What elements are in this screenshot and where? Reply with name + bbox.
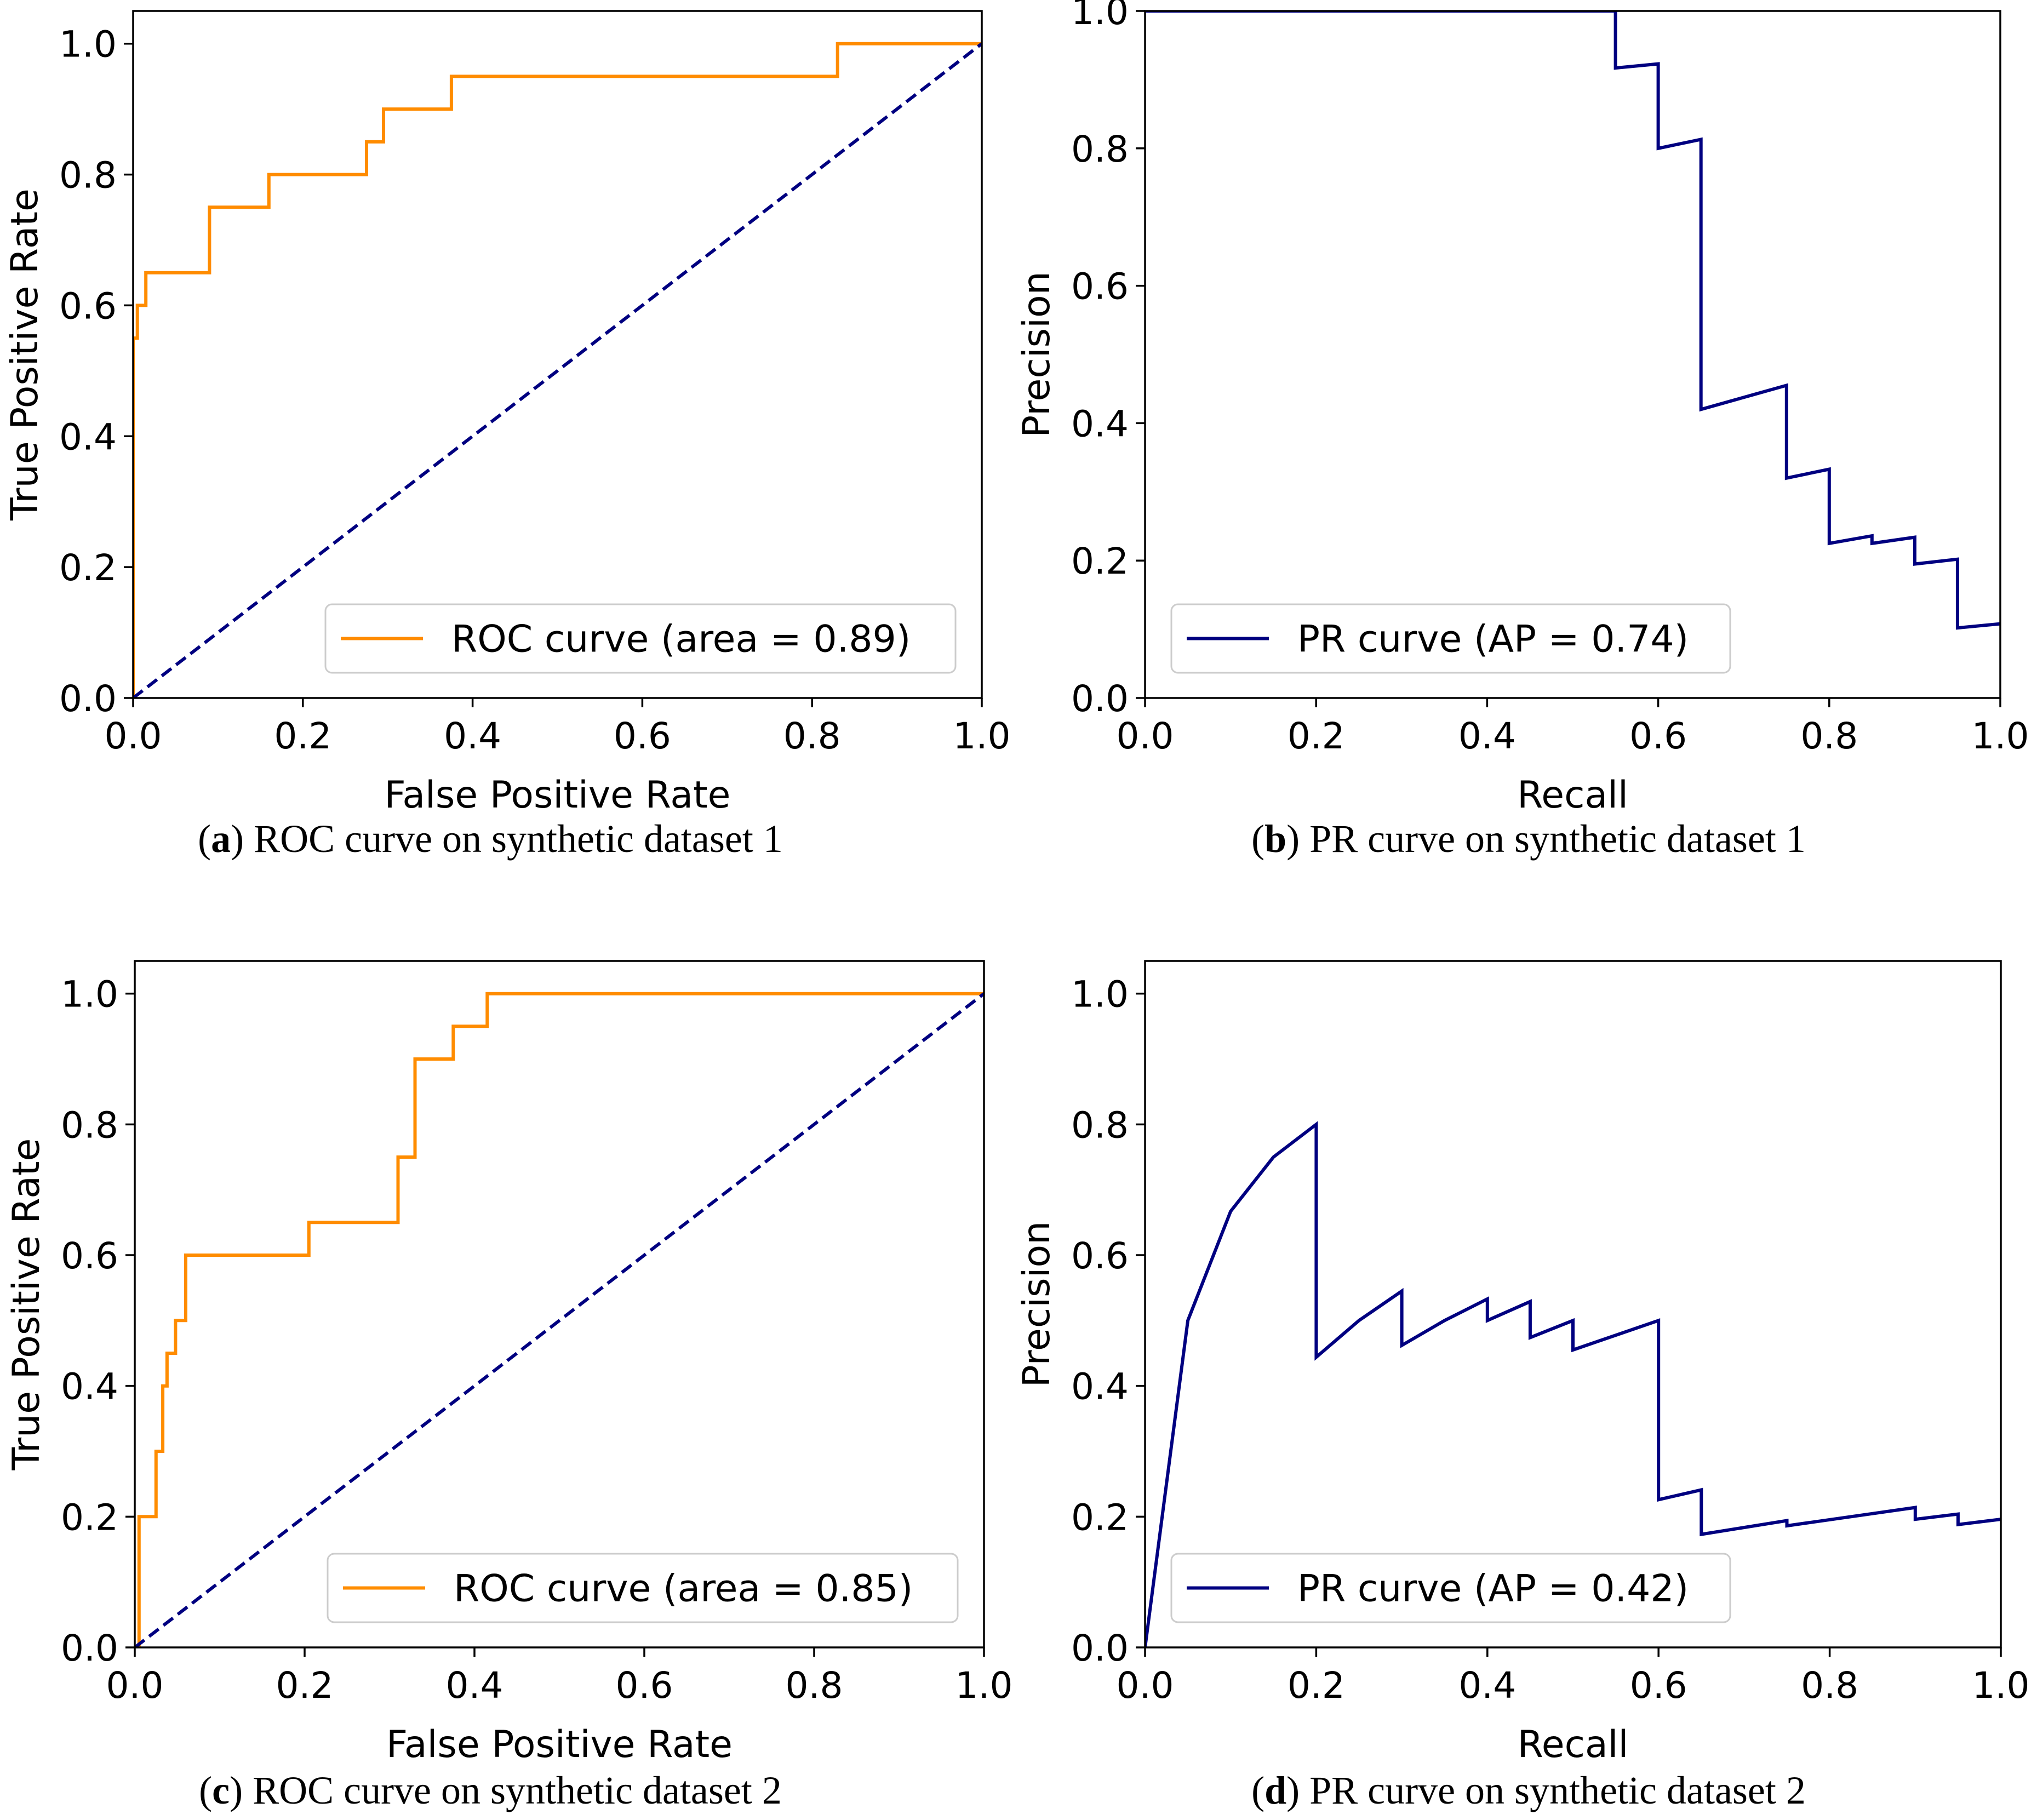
x-tick-label: 1.0 bbox=[1972, 1664, 2030, 1707]
x-tick-label: 0.4 bbox=[1458, 1664, 1516, 1707]
legend-box bbox=[327, 1553, 959, 1623]
y-tick-label: 0.6 bbox=[59, 285, 117, 327]
caption-b: (b) PR curve on synthetic dataset 1 bbox=[1251, 817, 1806, 861]
x-tick-label: 0.6 bbox=[614, 715, 671, 757]
x-tick-label: 0.2 bbox=[1288, 715, 1345, 757]
caption-d: (d) PR curve on synthetic dataset 2 bbox=[1251, 1769, 1806, 1812]
x-tick-label: 0.4 bbox=[1458, 715, 1516, 757]
x-tick-label: 0.6 bbox=[616, 1664, 673, 1707]
chart-d: 0.0 0.2 0.4 0.6 0.8 1.0 0.0 0.2 0.4 0.6 0.8 1.0 Reca… bbox=[1015, 960, 2030, 1766]
legend-label: ROC curve (area = 0.85) bbox=[454, 1567, 913, 1611]
legend: ROC curve (area = 0.89) bbox=[324, 603, 957, 674]
legend-box bbox=[1170, 1553, 1731, 1623]
axes-frame bbox=[132, 10, 983, 699]
chart-b: 0.0 0.2 0.4 0.6 0.8 1.0 0.0 0.2 0.4 0.6 0.8 1.0 Reca… bbox=[1015, 0, 2029, 817]
y-tick-label: 0.2 bbox=[1071, 540, 1129, 582]
axes-frame bbox=[1144, 960, 2002, 1649]
diagonal-line bbox=[135, 992, 984, 1647]
x-tick-label: 0.4 bbox=[446, 1664, 503, 1707]
x-tick-label: 0.8 bbox=[1800, 715, 1858, 757]
legend-label: ROC curve (area = 0.89) bbox=[451, 618, 911, 661]
y-tick-label: 1.0 bbox=[61, 974, 118, 1016]
legend-box bbox=[324, 603, 957, 674]
caption-c: (c) ROC curve on synthetic dataset 2 bbox=[199, 1769, 782, 1812]
x-tick-label: 0.2 bbox=[276, 1664, 334, 1707]
legend-label: PR curve (AP = 0.74) bbox=[1297, 618, 1689, 661]
caption-text: PR curve on synthetic dataset 2 bbox=[1300, 1769, 1806, 1812]
x-tick-label: 0.2 bbox=[274, 715, 331, 757]
y-tick-label: 0.0 bbox=[61, 1627, 118, 1669]
y-tick-label: 1.0 bbox=[1071, 0, 1129, 33]
curve-line bbox=[1145, 1121, 2001, 1647]
y-tick-label: 0.2 bbox=[61, 1496, 118, 1538]
x-tick-label: 0.0 bbox=[105, 715, 162, 757]
y-axis-label: Precision bbox=[1015, 1221, 1058, 1387]
chart-a: 0.0 0.2 0.4 0.6 0.8 1.0 0.0 0.2 0.4 0.6 0.8 1.0 Fals… bbox=[3, 10, 1011, 817]
legend: ROC curve (area = 0.85) bbox=[327, 1553, 959, 1623]
legend-label: PR curve (AP = 0.42) bbox=[1297, 1567, 1689, 1611]
x-tick-label: 0.0 bbox=[1117, 715, 1174, 757]
caption-a: (a) ROC curve on synthetic dataset 1 bbox=[198, 817, 783, 861]
y-axis-label: Precision bbox=[1015, 271, 1058, 437]
y-tick-label: 0.8 bbox=[1071, 128, 1129, 170]
y-tick-label: 0.2 bbox=[59, 547, 117, 589]
x-axis-label: False Positive Rate bbox=[385, 774, 731, 817]
y-tick-label: 0.8 bbox=[59, 154, 117, 197]
y-tick-label: 0.0 bbox=[1071, 678, 1129, 720]
caption-text: PR curve on synthetic dataset 1 bbox=[1300, 817, 1806, 861]
x-tick-label: 0.6 bbox=[1630, 1664, 1687, 1707]
x-tick-label: 0.8 bbox=[1801, 1664, 1858, 1707]
legend: PR curve (AP = 0.42) bbox=[1170, 1553, 1731, 1623]
y-tick-label: 0.2 bbox=[1071, 1496, 1129, 1538]
y-tick-label: 1.0 bbox=[1071, 974, 1129, 1016]
x-tick-label: 1.0 bbox=[1972, 715, 2029, 757]
x-tick-label: 0.8 bbox=[786, 1664, 843, 1707]
y-tick-label: 0.6 bbox=[1071, 1235, 1129, 1277]
x-tick-label: 1.0 bbox=[953, 715, 1011, 757]
y-tick-label: 0.4 bbox=[1071, 1366, 1129, 1408]
x-tick-label: 1.0 bbox=[955, 1664, 1013, 1707]
legend: PR curve (AP = 0.74) bbox=[1170, 603, 1731, 674]
caption-letter: d bbox=[1264, 1769, 1287, 1812]
axes-frame bbox=[1144, 10, 2001, 699]
plot-area bbox=[1145, 1121, 2001, 1647]
y-tick-label: 0.4 bbox=[1071, 403, 1129, 445]
y-axis-label: True Positive Rate bbox=[5, 1138, 48, 1471]
legend-box bbox=[1170, 603, 1731, 674]
y-tick-label: 0.4 bbox=[61, 1366, 118, 1408]
x-axis-label: False Positive Rate bbox=[386, 1723, 733, 1766]
y-tick-label: 0.0 bbox=[1071, 1627, 1129, 1669]
x-axis-label: Recall bbox=[1517, 774, 1628, 817]
y-tick-label: 1.0 bbox=[59, 24, 117, 66]
y-tick-label: 0.6 bbox=[1071, 266, 1129, 308]
y-tick-label: 0.8 bbox=[1071, 1104, 1129, 1146]
x-axis-label: Recall bbox=[1518, 1723, 1629, 1766]
caption-letter: a bbox=[211, 817, 231, 861]
plot-area bbox=[133, 42, 982, 698]
caption-letter: b bbox=[1264, 817, 1287, 861]
plot-area bbox=[135, 992, 984, 1647]
x-tick-label: 0.6 bbox=[1629, 715, 1687, 757]
y-axis-label: True Positive Rate bbox=[3, 188, 47, 521]
x-tick-label: 0.0 bbox=[106, 1664, 164, 1707]
diagonal-line bbox=[133, 42, 982, 698]
y-tick-label: 0.0 bbox=[59, 678, 117, 720]
y-tick-label: 0.4 bbox=[59, 416, 117, 458]
y-tick-label: 0.6 bbox=[61, 1235, 118, 1277]
x-tick-label: 0.0 bbox=[1117, 1664, 1174, 1707]
x-tick-label: 0.4 bbox=[444, 715, 501, 757]
axes-frame bbox=[134, 960, 985, 1649]
caption-text: ROC curve on synthetic dataset 1 bbox=[244, 817, 783, 861]
curve-line bbox=[135, 992, 984, 1647]
plot-area bbox=[1145, 11, 2000, 630]
curve-line bbox=[1145, 11, 2000, 630]
chart-c: 0.0 0.2 0.4 0.6 0.8 1.0 0.0 0.2 0.4 0.6 0.8 1.0 Fals… bbox=[5, 960, 1013, 1766]
caption-text: ROC curve on synthetic dataset 2 bbox=[243, 1769, 782, 1812]
curve-line bbox=[133, 42, 982, 698]
y-tick-label: 0.8 bbox=[61, 1104, 118, 1146]
x-tick-label: 0.8 bbox=[783, 715, 841, 757]
x-tick-label: 0.2 bbox=[1288, 1664, 1345, 1707]
caption-letter: c bbox=[212, 1769, 230, 1812]
